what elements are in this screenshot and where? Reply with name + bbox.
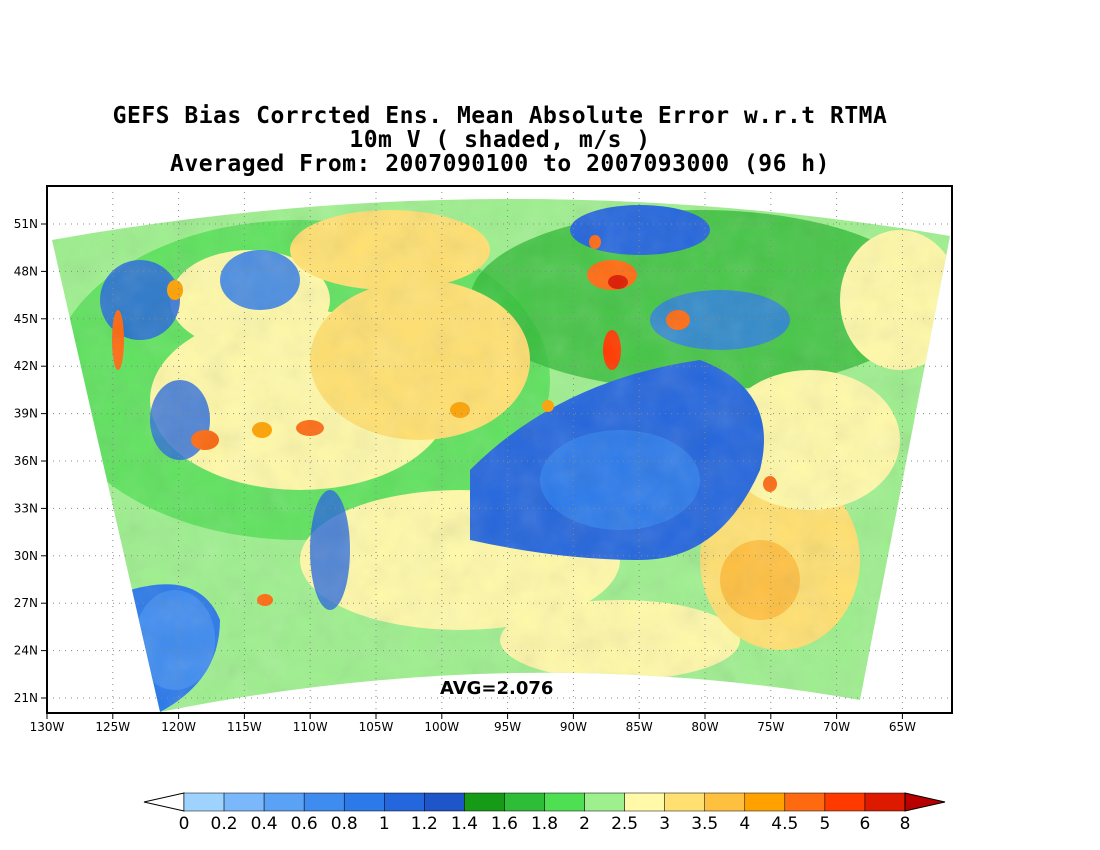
- lon-label: 125W: [95, 720, 130, 734]
- lat-label: 30N: [14, 549, 38, 563]
- colorbar: 0 0.2 0.4 0.6 0.8 1 1.2 1.4 1.6 1.8 2 2.5 3 3.5 4 4.5 5 6…: [143, 792, 946, 834]
- colorbar-swatch: [784, 792, 826, 812]
- lat-label: 48N: [14, 264, 38, 278]
- colorbar-swatch: [303, 792, 345, 812]
- lat-lon-grid: [47, 186, 952, 713]
- colorbar-under-arrow: [143, 792, 185, 812]
- lat-label: 36N: [14, 454, 38, 468]
- average-value-label: AVG=2.076: [440, 678, 553, 699]
- colorbar-label: 1: [379, 814, 390, 834]
- colorbar-swatch: [864, 792, 906, 812]
- lat-label: 27N: [14, 596, 38, 610]
- lat-label: 39N: [14, 407, 38, 421]
- colorbar-label: 6: [860, 814, 871, 834]
- colorbar-label: 3: [659, 814, 670, 834]
- colorbar-swatch: [183, 792, 225, 812]
- colorbar-label: 4.5: [771, 814, 798, 834]
- colorbar-label: 0.2: [211, 814, 238, 834]
- colorbar-over-arrow: [904, 792, 946, 812]
- colorbar-label: 0.4: [251, 814, 278, 834]
- colorbar-swatch: [263, 792, 305, 812]
- colorbar-label: 2.5: [611, 814, 638, 834]
- colorbar-swatch: [464, 792, 505, 812]
- lat-label: 51N: [14, 217, 38, 231]
- colorbar-swatch: [624, 792, 665, 812]
- map-title-line2: 10m V ( shaded, m/s ): [349, 127, 651, 153]
- colorbar-swatch: [384, 792, 425, 812]
- lat-label: 42N: [14, 359, 38, 373]
- colorbar-swatch: [223, 792, 265, 812]
- colorbar-swatch: [824, 792, 866, 812]
- lon-label: 120W: [161, 720, 196, 734]
- colorbar-swatch: [544, 792, 585, 812]
- colorbar-swatch: [664, 792, 705, 812]
- lon-label: 110W: [293, 720, 328, 734]
- lon-label: 115W: [227, 720, 262, 734]
- colorbar-label: 1.6: [491, 814, 518, 834]
- map-title-line1: GEFS Bias Corrcted Ens. Mean Absolute Er…: [112, 103, 888, 129]
- colorbar-label: 8: [900, 814, 911, 834]
- lon-label: 85W: [626, 720, 653, 734]
- lon-label: 80W: [691, 720, 718, 734]
- colorbar-swatch: [424, 792, 465, 812]
- lon-label: 130W: [30, 720, 65, 734]
- lon-label: 65W: [889, 720, 916, 734]
- lon-label: 90W: [560, 720, 587, 734]
- colorbar-label: 0: [179, 814, 190, 834]
- colorbar-label: 0.6: [291, 814, 318, 834]
- lat-label: 24N: [14, 644, 38, 658]
- colorbar-label: 1.2: [411, 814, 438, 834]
- lon-label: 75W: [757, 720, 784, 734]
- map-title-line3: Averaged From: 2007090100 to 2007093000 …: [170, 151, 830, 177]
- colorbar-swatch: [343, 792, 385, 812]
- shaded-error-field: [52, 198, 950, 712]
- lat-label: 33N: [14, 501, 38, 515]
- lon-label: 70W: [823, 720, 850, 734]
- colorbar-label: 1.4: [451, 814, 478, 834]
- map-frame: [46, 185, 953, 714]
- colorbar-label: 1.8: [531, 814, 558, 834]
- lon-label: 100W: [424, 720, 459, 734]
- lon-label: 95W: [494, 720, 521, 734]
- colorbar-swatch: [744, 792, 786, 812]
- colorbar-swatch: [504, 792, 545, 812]
- colorbar-label: 3.5: [691, 814, 718, 834]
- colorbar-label: 4: [739, 814, 750, 834]
- latitude-labels: 51N 48N 45N 42N 39N 36N 33N 30N 27N 24N 21N: [14, 217, 47, 705]
- colorbar-label: 2: [579, 814, 590, 834]
- colorbar-swatch: [584, 792, 625, 812]
- lon-label: 105W: [359, 720, 394, 734]
- longitude-labels: 130W 125W 120W 115W 110W 105W 100W 95W 90W 85W 80W…: [30, 713, 916, 734]
- lat-label: 45N: [14, 312, 38, 326]
- lat-label: 21N: [14, 691, 38, 705]
- colorbar-label: 0.8: [331, 814, 358, 834]
- colorbar-label: 5: [819, 814, 830, 834]
- colorbar-swatch: [704, 792, 746, 812]
